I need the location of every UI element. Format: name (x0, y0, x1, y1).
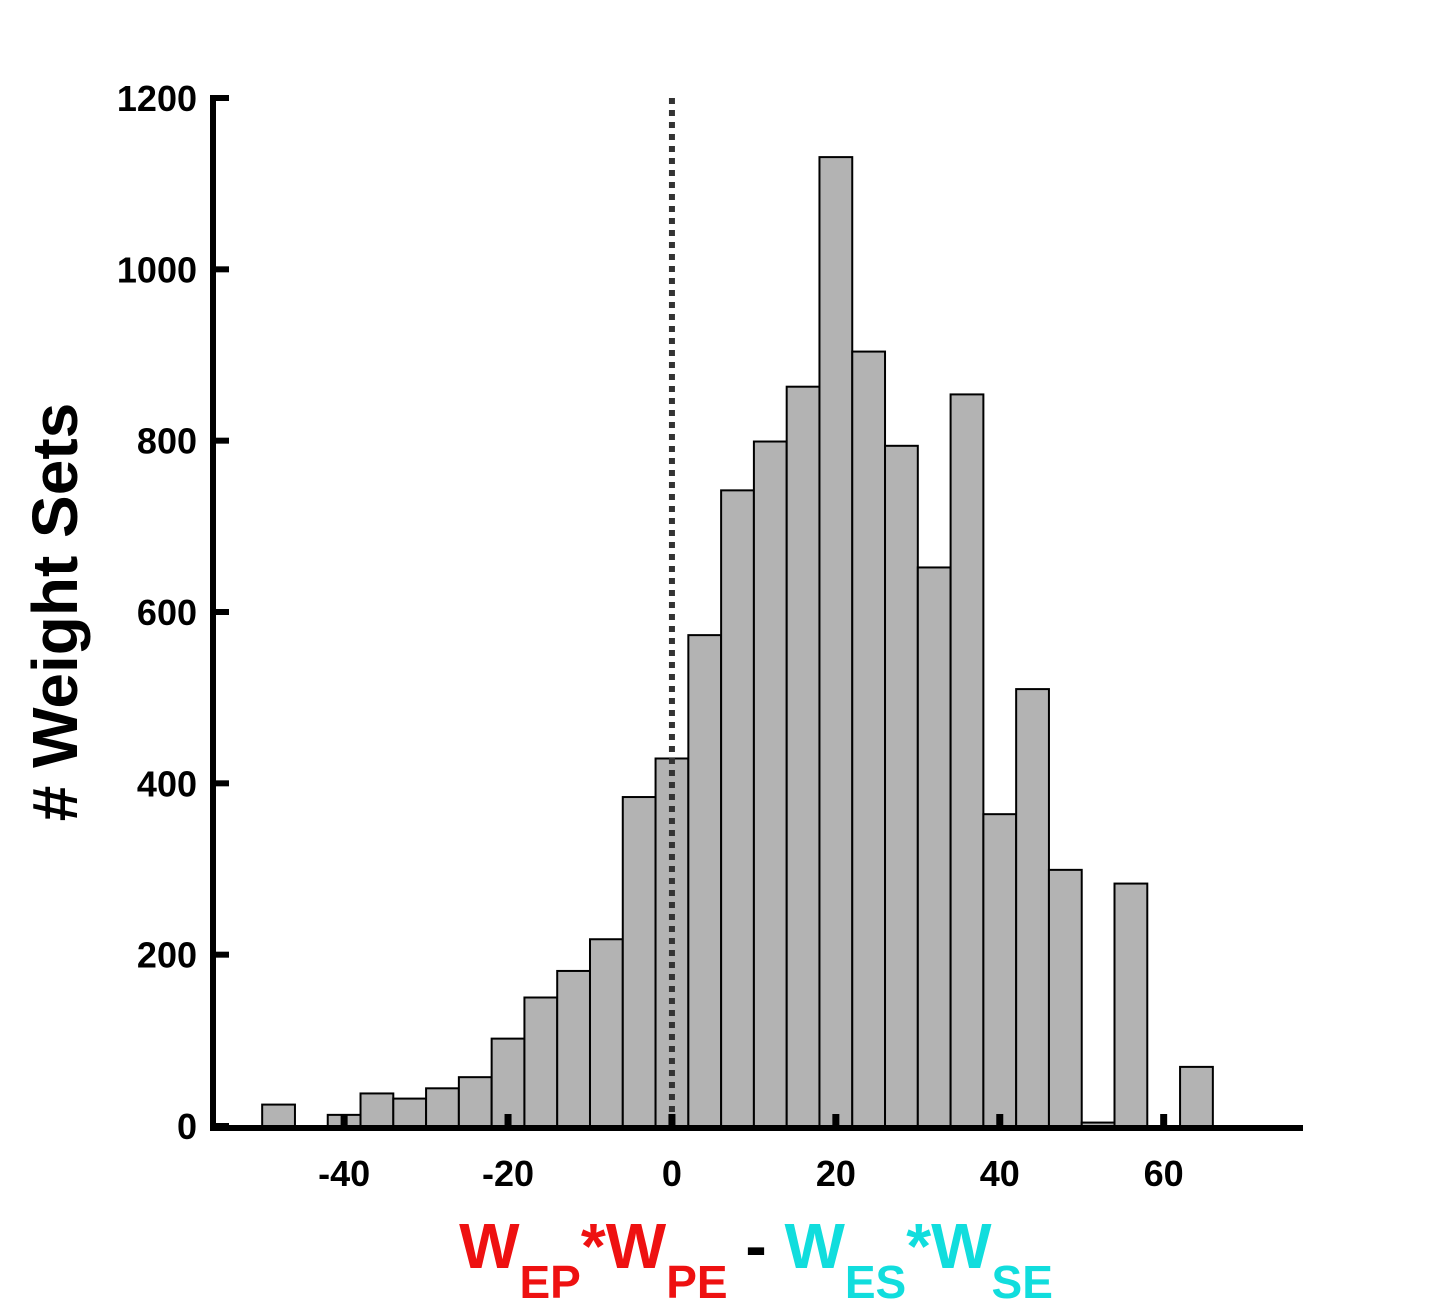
histogram-bar (1047, 868, 1083, 1128)
histogram-bar (1015, 688, 1050, 1127)
histogram-bar (720, 489, 755, 1127)
histogram-bar (851, 350, 887, 1128)
histogram-bar (818, 156, 854, 1128)
histogram-bar (359, 1092, 395, 1127)
y-tick-label: 0 (177, 1106, 197, 1147)
x-axis-label-part: *W (581, 1210, 667, 1282)
y-ticks-group: 0 200 400 600 800 1000 1200 (117, 78, 229, 1147)
histogram-bar (556, 969, 591, 1128)
y-tick-label: 1000 (117, 249, 197, 290)
histogram-bar (687, 634, 723, 1127)
x-axis-label-part: - (728, 1210, 785, 1282)
histogram-bar (1113, 882, 1149, 1128)
y-tick-label: 600 (137, 592, 197, 633)
x-tick-label: -20 (482, 1153, 534, 1194)
x-axis-label: WEP*WPE - WES*WSE (459, 1210, 1053, 1308)
y-tick-label: 200 (137, 935, 197, 976)
histogram-bar (457, 1076, 493, 1128)
histogram-bar (982, 813, 1018, 1127)
y-tick-label: 400 (137, 763, 197, 804)
histogram-bar (785, 385, 821, 1127)
x-axis-label-part: ES (845, 1256, 906, 1308)
histogram-bar (752, 440, 788, 1128)
x-tick-label: 0 (662, 1153, 682, 1194)
histogram-bar (261, 1103, 296, 1128)
histogram-bar (523, 996, 559, 1127)
x-axis-label-part: W (459, 1210, 520, 1282)
x-axis-label-part: *W (906, 1210, 992, 1282)
x-ticks-group: -40 -20 0 20 40 60 (318, 1114, 1184, 1194)
histogram-bar (916, 566, 952, 1127)
histogram-bar (884, 444, 919, 1128)
x-axis-label-part: W (784, 1210, 845, 1282)
histogram-bar (949, 393, 985, 1127)
x-axis-label-part: EP (520, 1256, 581, 1308)
histogram-bar (392, 1097, 428, 1128)
y-tick-label: 1200 (117, 78, 197, 119)
bars-group (261, 156, 1214, 1128)
x-tick-label: 20 (816, 1153, 856, 1194)
y-axis-label: # Weight Sets (19, 403, 91, 821)
histogram-bar (621, 796, 657, 1127)
histogram-bar (490, 1037, 526, 1127)
histogram-bar (425, 1087, 460, 1127)
x-axis-label-part: SE (992, 1256, 1053, 1308)
x-axis-label-part: PE (666, 1256, 727, 1308)
x-tick-label: 60 (1144, 1153, 1184, 1194)
histogram-bar (1179, 1065, 1214, 1128)
histogram-bar (588, 938, 624, 1127)
x-tick-label: 40 (980, 1153, 1020, 1194)
y-tick-label: 800 (137, 421, 197, 462)
x-tick-label: -40 (318, 1153, 370, 1194)
